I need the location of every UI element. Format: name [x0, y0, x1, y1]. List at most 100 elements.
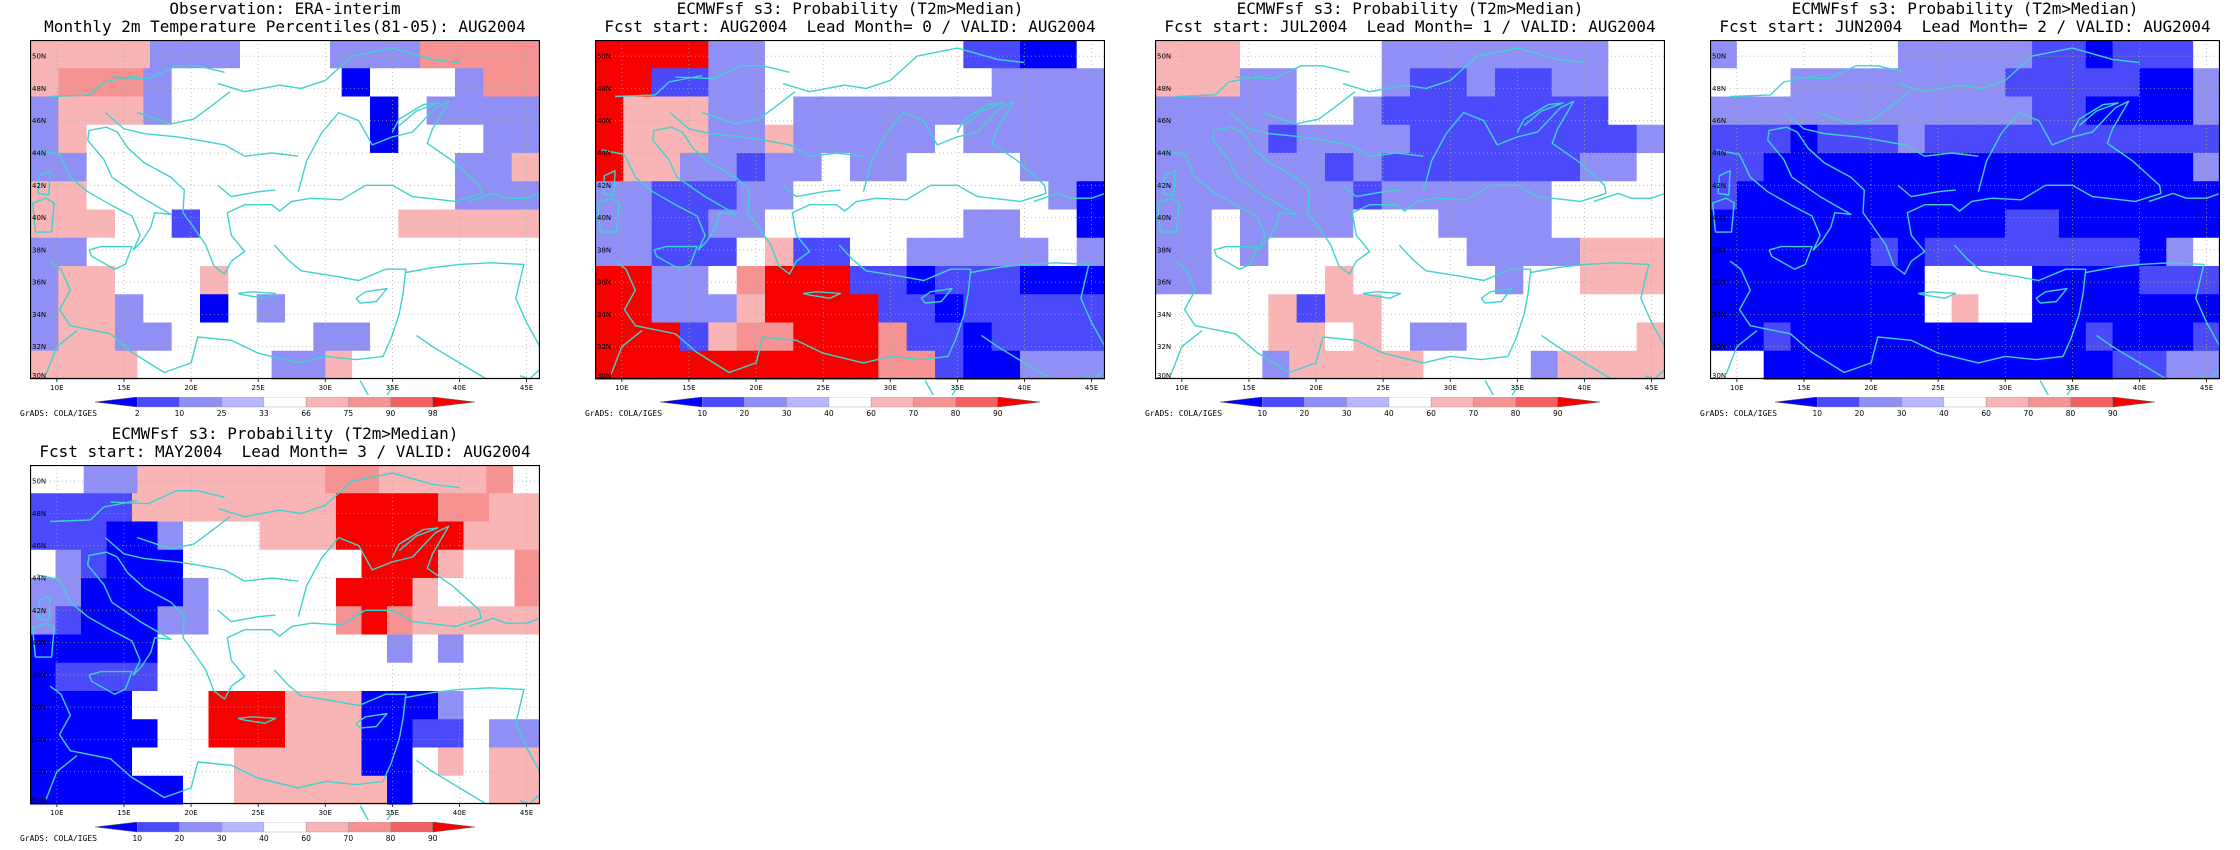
grid-cell: [1438, 237, 1468, 267]
grid-cell: [878, 153, 908, 182]
grid-cell: [821, 294, 851, 324]
lat-tick-label: 36N: [32, 704, 46, 712]
grid-cell: [1710, 124, 1738, 154]
grid-cell: [1240, 266, 1269, 295]
grid-cell: [183, 493, 210, 523]
grid-cell: [1076, 181, 1105, 211]
grid-cell: [455, 209, 484, 239]
coastline: [137, 516, 231, 550]
grid-cell: [81, 719, 108, 749]
grid-cell: [1844, 68, 1872, 98]
grid-cell: [1978, 350, 2006, 380]
grid-cell: [1817, 181, 1845, 211]
lat-tick-label: 42N: [32, 182, 46, 190]
coastline: [981, 334, 1052, 380]
panel-subtitle: Monthly 2m Temperature Percentiles(81-05…: [44, 17, 526, 36]
grid-cell: [511, 322, 540, 352]
grid-cell: [1381, 124, 1411, 154]
grid-cell: [412, 662, 439, 692]
panel-subtitle: Fcst start: AUG2004 Lead Month= 0 / VALI…: [604, 17, 1096, 36]
map-frame: [30, 40, 540, 380]
lon-tick-label: 20E: [749, 384, 762, 392]
grid-cell: [55, 775, 82, 805]
grid-cell: [708, 96, 738, 126]
grid-cell: [361, 719, 388, 749]
grid-cell: [164, 350, 192, 380]
grid-cell: [81, 634, 108, 664]
lon-tick-label: 35E: [386, 384, 399, 392]
grid-cell: [1325, 153, 1354, 182]
grid-cell: [708, 350, 738, 380]
grid-cell: [510, 40, 540, 69]
colorbar-swatch: [744, 396, 787, 408]
grid-cell: [55, 578, 82, 607]
grid-cell: [1710, 40, 1738, 69]
grid-cell: [1951, 350, 1980, 380]
grid-cell: [1410, 124, 1439, 154]
coastline: [1768, 245, 1813, 270]
grid-cell: [30, 606, 57, 636]
grid-cell: [623, 153, 653, 182]
grid-cell: [426, 266, 456, 295]
grid-cell: [1325, 209, 1354, 239]
grid-cell: [1155, 153, 1184, 182]
grid-cell: [1523, 124, 1553, 154]
grid-cell: [200, 68, 229, 98]
colorbar-labels: 10 20 30 40 60 70 80 90: [697, 409, 1002, 418]
coastline: [702, 91, 796, 125]
grid-cell: [1608, 266, 1638, 295]
grid-cell: [1240, 40, 1269, 69]
grid-cell: [1325, 40, 1354, 69]
grid-cell: [1636, 181, 1665, 211]
coastline: [1897, 47, 2140, 93]
grid-cell: [1636, 68, 1665, 98]
grid-cell: [81, 578, 108, 607]
grid-cell: [285, 68, 314, 98]
grid-cell: [2032, 237, 2060, 267]
lon-tick-label: 35E: [386, 809, 399, 817]
grid-cell: [1710, 181, 1738, 211]
grid-cell: [143, 322, 173, 352]
grid-cell: [341, 124, 371, 154]
grid-cell: [412, 493, 439, 523]
colorbar-swatch: [1430, 396, 1474, 408]
lat-tick-label: 36N: [1157, 279, 1171, 287]
grid-cell: [1523, 294, 1553, 324]
grid-cell: [426, 237, 456, 267]
grid-cell: [511, 237, 540, 267]
grid-cell: [310, 493, 337, 523]
grid-cell: [1871, 209, 1899, 239]
colorbar-label: 10: [697, 409, 707, 418]
coastline: [36, 126, 312, 275]
lat-tick-label: 38N: [32, 671, 46, 679]
coastline: [615, 74, 703, 98]
map-plot: 10E 15E 20E 25E 30E 35E 40E 45E 30N 32N 34N 36N 38N 4…: [1710, 40, 2220, 395]
grid-cell: [595, 153, 624, 182]
grid-cell: [1268, 294, 1298, 324]
coastline: [1161, 126, 1437, 275]
grid-cell: [256, 181, 286, 211]
grid-cell: [463, 719, 490, 749]
grid-cell: [651, 209, 681, 239]
axis-labels: 10E 15E 20E 25E 30E 35E 40E 45E 30N 32N 34N 36N 38N 4…: [1712, 53, 2213, 392]
grid-cell: [991, 153, 1021, 182]
grid-cell: [86, 68, 116, 98]
grid-cell: [1296, 153, 1326, 182]
grid-cell: [1763, 322, 1792, 352]
grid-cell: [120, 40, 151, 69]
grid-cell: [680, 322, 709, 352]
grid-cell: [489, 775, 516, 805]
grid-cell: [412, 578, 439, 607]
grid-cell: [935, 153, 964, 182]
grid-cell: [1183, 294, 1213, 324]
grid-cell: [1817, 350, 1845, 380]
lat-tick-label: 36N: [1712, 279, 1726, 287]
coastline: [597, 197, 620, 233]
colorbar-label: 70: [344, 834, 354, 843]
grid-cell: [1353, 40, 1383, 69]
lon-tick-label: 10E: [50, 384, 63, 392]
grid-cell: [1296, 237, 1326, 267]
grid-cell: [360, 40, 391, 69]
lon-tick-label: 15E: [1797, 384, 1810, 392]
grid-cell: [208, 549, 235, 579]
